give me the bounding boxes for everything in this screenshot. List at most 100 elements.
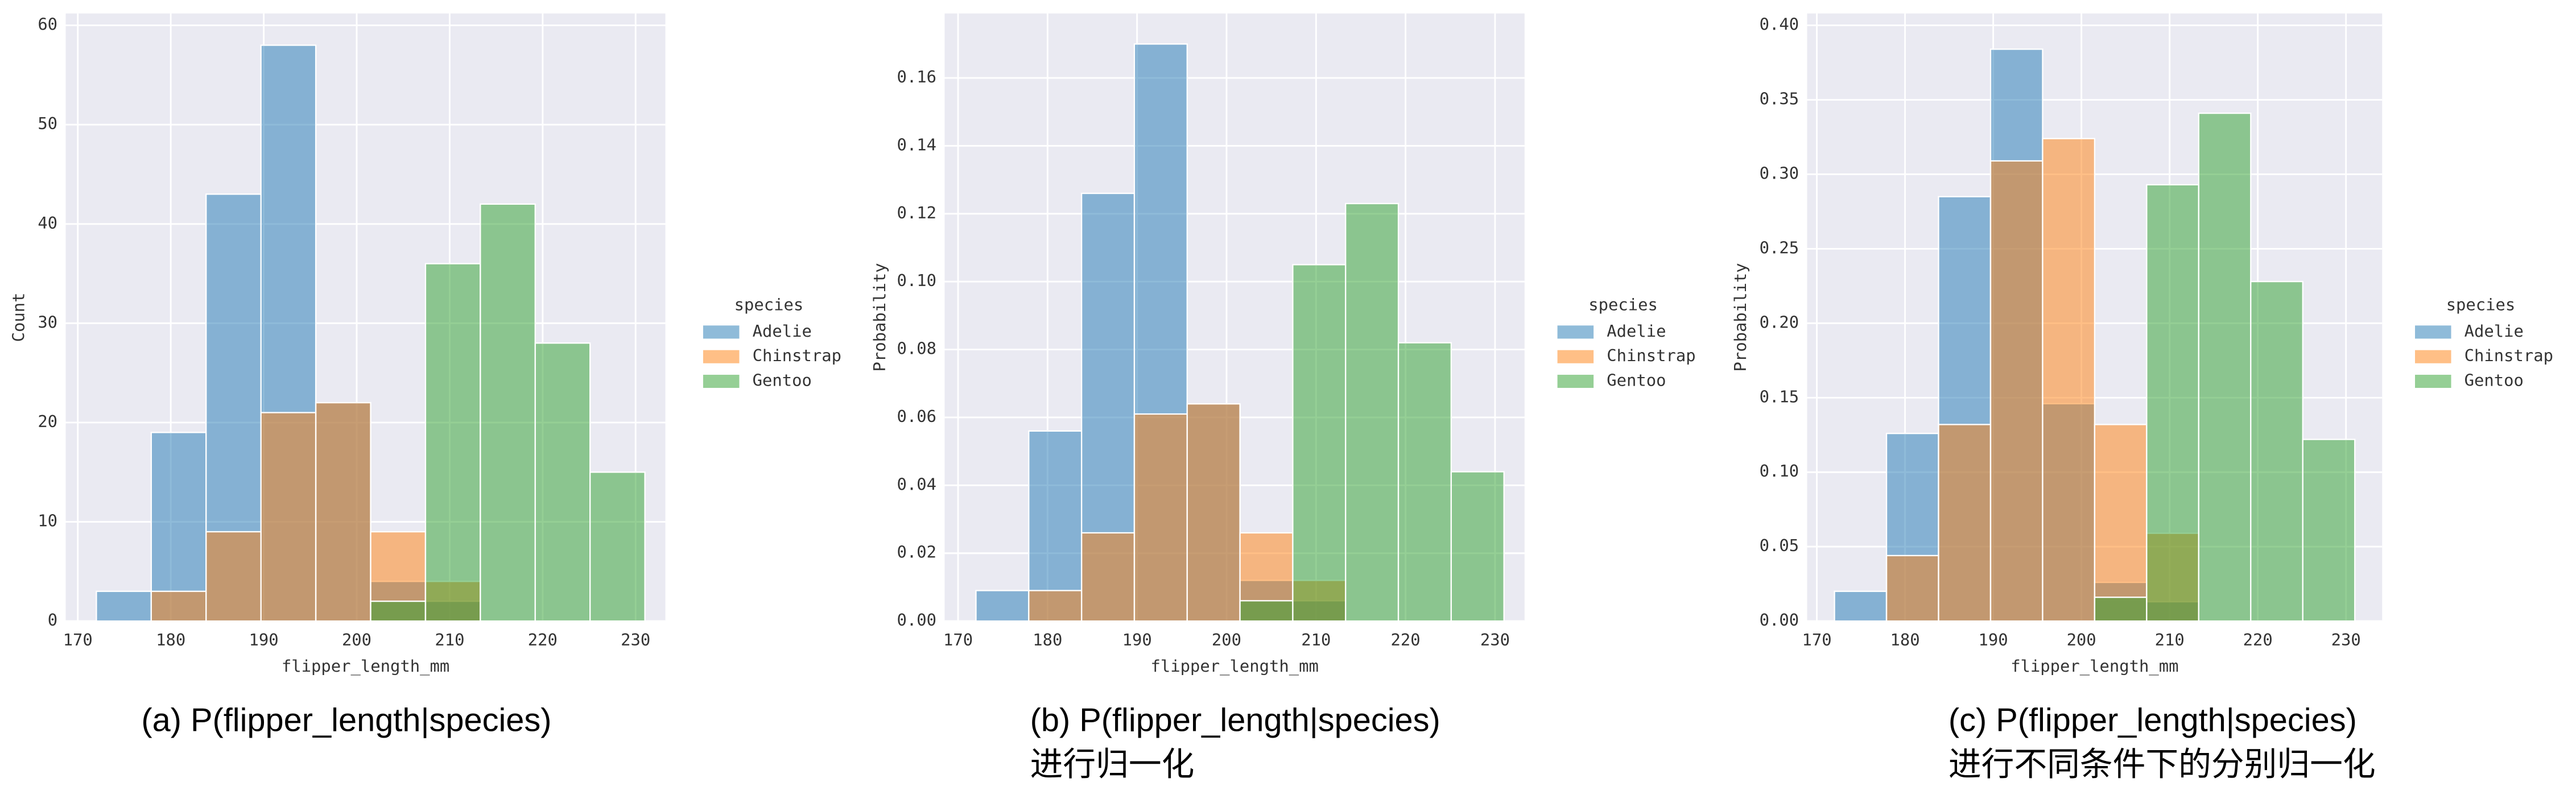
y-tick-label: 0.14 bbox=[897, 135, 937, 154]
legend-swatch bbox=[2415, 325, 2451, 339]
bar bbox=[205, 531, 262, 622]
y-tick-label: 0.16 bbox=[897, 67, 937, 86]
x-tick-label: 210 bbox=[1301, 630, 1331, 649]
x-tick-label: 220 bbox=[528, 630, 558, 649]
y-tick-label: 30 bbox=[38, 312, 57, 332]
bar bbox=[370, 601, 427, 622]
x-tick-label: 230 bbox=[2331, 630, 2361, 649]
y-tick-label: 0.06 bbox=[897, 407, 937, 426]
x-axis-label: flipper_length_mm bbox=[282, 656, 449, 676]
y-tick-label: 0.12 bbox=[897, 203, 937, 222]
x-tick-label: 190 bbox=[1122, 630, 1152, 649]
y-tick-label: 0.20 bbox=[1760, 312, 1799, 332]
bar bbox=[480, 203, 536, 622]
bar bbox=[1186, 403, 1241, 622]
y-tick-label: 0.08 bbox=[897, 339, 937, 358]
bar bbox=[534, 342, 591, 622]
y-axis-label: Probability bbox=[1731, 263, 1750, 371]
x-tick-label: 190 bbox=[249, 630, 279, 649]
caption: (a) P(flipper_length|species) bbox=[141, 702, 551, 739]
bar bbox=[2302, 438, 2356, 622]
x-tick-label: 230 bbox=[621, 630, 650, 649]
x-tick-label: 200 bbox=[2067, 630, 2096, 649]
caption: 进行归一化 bbox=[1030, 747, 1195, 783]
y-axis-label: Probability bbox=[870, 263, 889, 371]
bar bbox=[315, 402, 371, 622]
bar bbox=[2250, 280, 2303, 622]
x-tick-label: 180 bbox=[156, 630, 185, 649]
bar bbox=[424, 263, 481, 622]
legend-swatch bbox=[703, 350, 740, 363]
bar bbox=[589, 471, 646, 622]
bar bbox=[1885, 554, 1939, 622]
x-tick-label: 180 bbox=[1890, 630, 1920, 649]
bar bbox=[1239, 600, 1294, 622]
y-tick-label: 20 bbox=[38, 412, 57, 431]
bar bbox=[975, 590, 1030, 622]
y-tick-label: 0.30 bbox=[1760, 163, 1799, 183]
y-tick-label: 50 bbox=[38, 114, 57, 133]
x-tick-label: 170 bbox=[1802, 630, 1832, 649]
legend-swatch bbox=[1557, 325, 1594, 339]
legend-label: Chinstrap bbox=[2464, 346, 2553, 365]
y-tick-label: 0.40 bbox=[1760, 15, 1799, 34]
bar bbox=[1938, 424, 1992, 622]
bar bbox=[2094, 424, 2148, 622]
bar bbox=[2042, 138, 2096, 622]
bar bbox=[1450, 471, 1505, 622]
legend-label: Adelie bbox=[2464, 321, 2524, 341]
legend-swatch bbox=[2415, 350, 2451, 363]
legend-label: Chinstrap bbox=[753, 346, 841, 365]
y-tick-label: 60 bbox=[38, 15, 57, 34]
bar bbox=[96, 590, 152, 622]
bar bbox=[2146, 184, 2199, 622]
x-tick-label: 180 bbox=[1033, 630, 1062, 649]
y-tick-label: 40 bbox=[38, 213, 57, 233]
legend-title: species bbox=[2446, 295, 2516, 314]
x-tick-label: 200 bbox=[342, 630, 371, 649]
y-tick-label: 0.00 bbox=[1760, 610, 1799, 630]
bar bbox=[2198, 112, 2252, 622]
y-tick-label: 0.04 bbox=[897, 474, 937, 494]
y-tick-label: 0.10 bbox=[897, 271, 937, 290]
legend-label: Gentoo bbox=[2464, 371, 2524, 390]
y-tick-label: 0.15 bbox=[1760, 387, 1799, 406]
legend-label: Adelie bbox=[1607, 321, 1666, 341]
bar bbox=[150, 432, 207, 622]
legend-swatch bbox=[703, 325, 740, 339]
legend-title: species bbox=[734, 295, 804, 314]
legend-label: Gentoo bbox=[753, 371, 812, 390]
legend-label: Chinstrap bbox=[1607, 346, 1695, 365]
bar bbox=[1397, 342, 1452, 622]
legend-swatch bbox=[703, 374, 740, 388]
legend-swatch bbox=[1557, 374, 1594, 388]
y-tick-label: 0.25 bbox=[1760, 238, 1799, 257]
caption: (b) P(flipper_length|species) bbox=[1030, 702, 1440, 739]
x-tick-label: 200 bbox=[1212, 630, 1241, 649]
bar bbox=[1133, 413, 1188, 622]
x-axis-label: flipper_length_mm bbox=[1150, 656, 1318, 676]
bar bbox=[150, 590, 207, 622]
y-tick-label: 0 bbox=[48, 610, 57, 630]
x-axis-label: flipper_length_mm bbox=[2011, 656, 2178, 676]
caption: 进行不同条件下的分别归一化 bbox=[1948, 747, 2376, 783]
x-tick-label: 230 bbox=[1480, 630, 1510, 649]
x-tick-label: 210 bbox=[2155, 630, 2185, 649]
bar bbox=[1989, 160, 2044, 622]
x-tick-label: 170 bbox=[63, 630, 93, 649]
x-tick-label: 190 bbox=[1979, 630, 2008, 649]
bar bbox=[1292, 264, 1347, 622]
y-tick-label: 0.00 bbox=[897, 610, 937, 630]
bar bbox=[1080, 532, 1136, 622]
bar bbox=[1028, 590, 1083, 622]
bar bbox=[2094, 597, 2148, 622]
y-tick-label: 0.05 bbox=[1760, 536, 1799, 555]
legend-swatch bbox=[2415, 374, 2451, 388]
legend-label: Gentoo bbox=[1607, 371, 1666, 390]
y-tick-label: 10 bbox=[38, 511, 57, 531]
legend-title: species bbox=[1588, 295, 1658, 314]
bar bbox=[1345, 202, 1400, 622]
x-tick-label: 170 bbox=[943, 630, 973, 649]
legend-label: Adelie bbox=[753, 321, 812, 341]
